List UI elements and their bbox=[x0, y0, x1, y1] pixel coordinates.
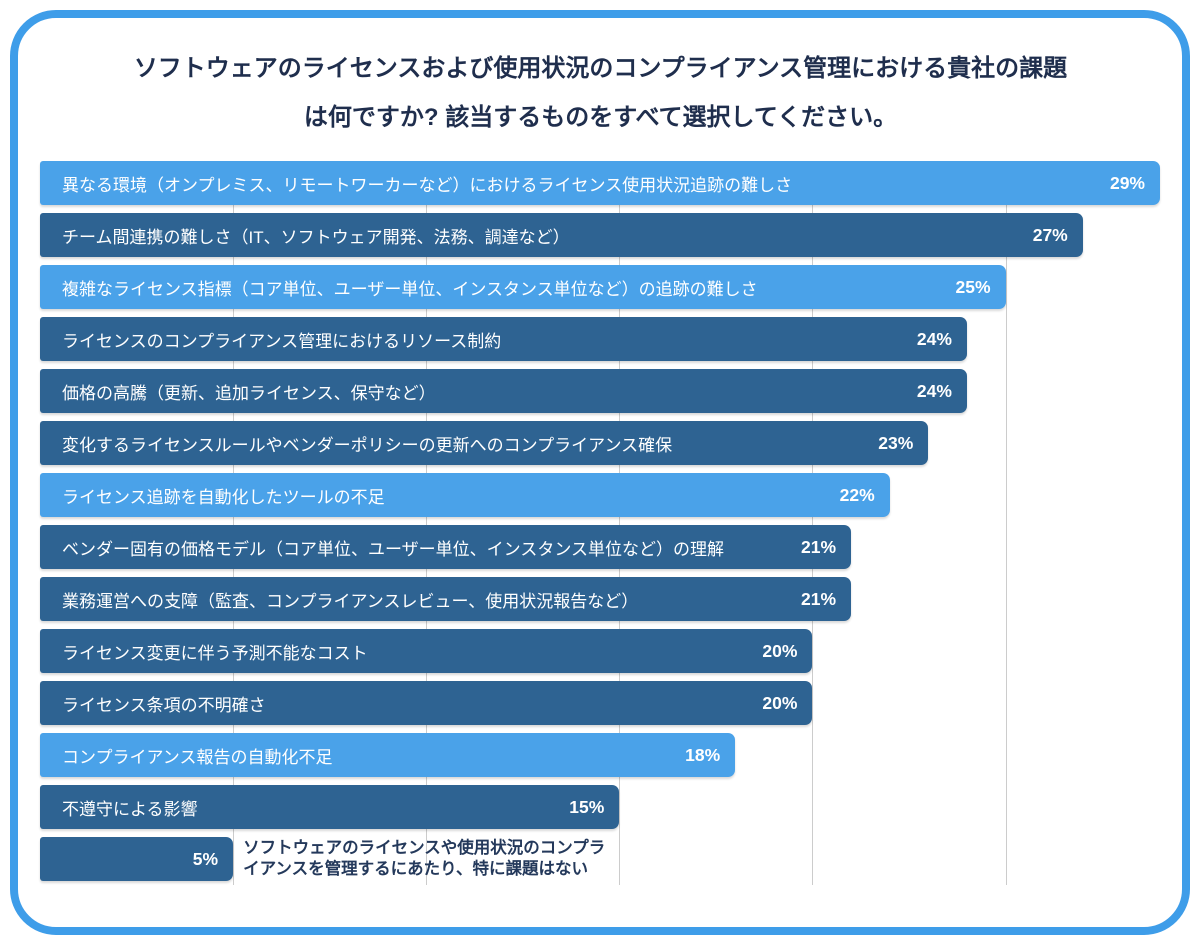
bar-row: 不遵守による影響 15% bbox=[40, 785, 1160, 829]
bar: ライセンス追跡を自動化したツールの不足 22% bbox=[40, 473, 890, 517]
bar: 変化するライセンスルールやベンダーポリシーの更新へのコンプライアンス確保 23% bbox=[40, 421, 929, 465]
gridline-25pct bbox=[1005, 161, 1007, 885]
bar-category-label: 業務運営への支障（監査、コンプライアンスレビュー、使用状況報告など） bbox=[62, 591, 639, 611]
bar-value-label: 20% bbox=[762, 640, 798, 661]
bar-value-label: 27% bbox=[1032, 224, 1068, 245]
bar: ライセンス変更に伴う予測不能なコスト 20% bbox=[40, 629, 813, 673]
bar-row: ベンダー固有の価格モデル（コア単位、ユーザー単位、インスタンス単位など）の理解 … bbox=[40, 525, 1160, 569]
bar-row: ライセンス条項の不明確さ 20% bbox=[40, 681, 1160, 725]
bar-row: チーム間連携の難しさ（IT、ソフトウェア開発、法務、調達など） 27% bbox=[40, 213, 1160, 257]
page-title-line1: ソフトウェアのライセンスおよび使用状況のコンプライアンス管理における貴社の課題 bbox=[133, 55, 1068, 82]
bar-category-label: チーム間連携の難しさ（IT、ソフトウェア開発、法務、調達など） bbox=[62, 227, 570, 247]
bar: 価格の高騰（更新、追加ライセンス、保守など） 24% bbox=[40, 369, 967, 413]
bar-value-label: 22% bbox=[839, 484, 875, 505]
bar-row: コンプライアンス報告の自動化不足 18% bbox=[40, 733, 1160, 777]
bar: ライセンスのコンプライアンス管理におけるリソース制約 24% bbox=[40, 317, 967, 361]
page-title: ソフトウェアのライセンスおよび使用状況のコンプライアンス管理における貴社の課題 … bbox=[60, 44, 1141, 142]
bar-rows: 異なる環境（オンプレミス、リモートワーカーなど）におけるライセンス使用状況追跡の… bbox=[40, 161, 1160, 881]
bar-category-label: 価格の高騰（更新、追加ライセンス、保守など） bbox=[62, 383, 436, 403]
bar-category-label: ライセンス変更に伴う予測不能なコスト bbox=[62, 643, 368, 663]
bar-category-label: 不遵守による影響 bbox=[62, 799, 198, 819]
bar-category-label: ライセンス条項の不明確さ bbox=[62, 695, 266, 715]
bar: コンプライアンス報告の自動化不足 18% bbox=[40, 733, 736, 777]
bar-row: ライセンス変更に伴う予測不能なコスト 20% bbox=[40, 629, 1160, 673]
bar-row: 価格の高騰（更新、追加ライセンス、保守など） 24% bbox=[40, 369, 1160, 413]
bar-category-label: 変化するライセンスルールやベンダーポリシーの更新へのコンプライアンス確保 bbox=[62, 435, 673, 455]
bar-category-label: ライセンス追跡を自動化したツールの不足 bbox=[62, 487, 385, 507]
bar-value-label: 21% bbox=[801, 536, 837, 557]
bar-value-label: 24% bbox=[916, 380, 952, 401]
gridline-10pct bbox=[426, 161, 428, 885]
bar-category-label: 異なる環境（オンプレミス、リモートワーカーなど）におけるライセンス使用状況追跡の… bbox=[62, 175, 793, 195]
page-title-line2: は何ですか? 該当するものをすべて選択してください。 bbox=[303, 104, 898, 131]
bar-row: 複雑なライセンス指標（コア単位、ユーザー単位、インスタンス単位など）の追跡の難し… bbox=[40, 265, 1160, 309]
bar-outside-category-label: ソフトウェアのライセンスや使用状況のコンプラ イアンスを管理するにあたり、特に課… bbox=[243, 839, 606, 878]
bar: 不遵守による影響 15% bbox=[40, 785, 620, 829]
gridlines bbox=[40, 161, 1160, 885]
bar: 複雑なライセンス指標（コア単位、ユーザー単位、インスタンス単位など）の追跡の難し… bbox=[40, 265, 1006, 309]
bar-row: 変化するライセンスルールやベンダーポリシーの更新へのコンプライアンス確保 23% bbox=[40, 421, 1160, 465]
bar: ベンダー固有の価格モデル（コア単位、ユーザー単位、インスタンス単位など）の理解 … bbox=[40, 525, 852, 569]
bar-category-label: 複雑なライセンス指標（コア単位、ユーザー単位、インスタンス単位など）の追跡の難し… bbox=[62, 279, 758, 299]
bar-value-label: 15% bbox=[569, 796, 605, 817]
bar-chart: 異なる環境（オンプレミス、リモートワーカーなど）におけるライセンス使用状況追跡の… bbox=[40, 161, 1160, 885]
bar-row: ライセンスのコンプライアンス管理におけるリソース制約 24% bbox=[40, 317, 1160, 361]
bar-row: ライセンス追跡を自動化したツールの不足 22% bbox=[40, 473, 1160, 517]
gridline-15pct bbox=[619, 161, 621, 885]
bar: 5% bbox=[40, 837, 234, 881]
bar: 異なる環境（オンプレミス、リモートワーカーなど）におけるライセンス使用状況追跡の… bbox=[40, 161, 1160, 205]
bar: 業務運営への支障（監査、コンプライアンスレビュー、使用状況報告など） 21% bbox=[40, 577, 852, 621]
bar-value-label: 5% bbox=[192, 848, 219, 869]
bar-value-label: 29% bbox=[1109, 172, 1145, 193]
bar-category-label: コンプライアンス報告の自動化不足 bbox=[62, 747, 333, 767]
bar: ライセンス条項の不明確さ 20% bbox=[40, 681, 813, 725]
bar: チーム間連携の難しさ（IT、ソフトウェア開発、法務、調達など） 27% bbox=[40, 213, 1083, 257]
bar-row: 業務運営への支障（監査、コンプライアンスレビュー、使用状況報告など） 21% bbox=[40, 577, 1160, 621]
gridline-20pct bbox=[812, 161, 814, 885]
bar-row: 異なる環境（オンプレミス、リモートワーカーなど）におけるライセンス使用状況追跡の… bbox=[40, 161, 1160, 205]
bar-value-label: 20% bbox=[762, 692, 798, 713]
bar-value-label: 21% bbox=[801, 588, 837, 609]
bar-value-label: 23% bbox=[878, 432, 914, 453]
bar-row: 5% ソフトウェアのライセンスや使用状況のコンプラ イアンスを管理するにあたり、… bbox=[40, 837, 1160, 881]
gridline-5pct bbox=[233, 161, 235, 885]
bar-value-label: 24% bbox=[916, 328, 952, 349]
bar-category-label: ライセンスのコンプライアンス管理におけるリソース制約 bbox=[62, 331, 502, 351]
bar-category-label: ベンダー固有の価格モデル（コア単位、ユーザー単位、インスタンス単位など）の理解 bbox=[62, 539, 724, 559]
bar-value-label: 18% bbox=[685, 744, 721, 765]
bar-value-label: 25% bbox=[955, 276, 991, 297]
